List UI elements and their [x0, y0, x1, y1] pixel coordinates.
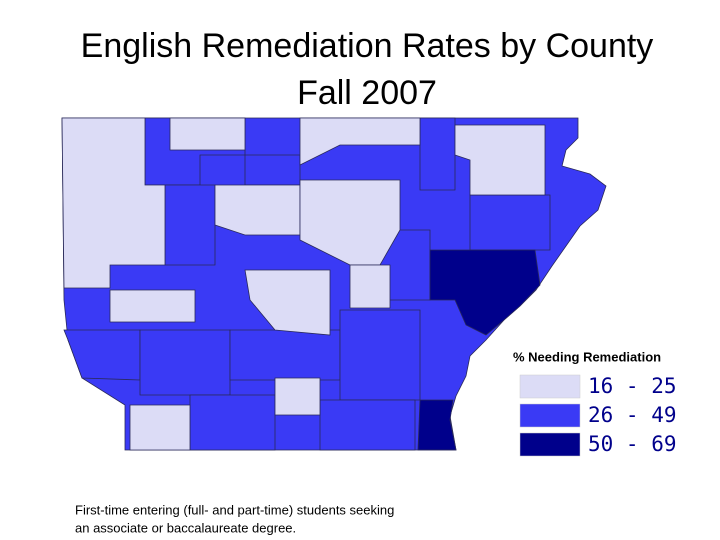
county: [244, 154, 301, 186]
county: [169, 117, 246, 151]
legend: 16 - 25 26 - 49 50 - 69: [519, 374, 677, 457]
legend-label: 50 - 69: [588, 432, 677, 456]
county: [299, 117, 421, 166]
county: [129, 404, 191, 451]
county: [63, 329, 141, 381]
county: [214, 184, 301, 236]
footnote-line: an associate or baccalaureate degree.: [75, 520, 296, 535]
county: [109, 289, 196, 323]
county: [417, 399, 457, 451]
title-line: Fall 2007: [297, 74, 437, 112]
county: [189, 394, 276, 451]
legend-label: 16 - 25: [588, 374, 677, 398]
footnote-line: First-time entering (full- and part-time…: [75, 502, 394, 517]
county: [319, 399, 416, 451]
map: [61, 117, 607, 451]
legend-swatch: [519, 374, 581, 399]
county: [229, 329, 341, 381]
county: [274, 377, 321, 416]
county: [244, 269, 331, 336]
county: [61, 117, 166, 289]
legend-label: 26 - 49: [588, 403, 677, 427]
county: [164, 184, 216, 266]
county: [454, 124, 546, 196]
legend-title: % Needing Remediation: [513, 349, 661, 364]
county: [429, 249, 541, 336]
legend-swatch: [519, 403, 581, 428]
county: [469, 194, 551, 251]
legend-swatch: [519, 432, 581, 457]
county: [339, 309, 421, 401]
county: [349, 264, 391, 309]
county: [419, 117, 456, 191]
title-line: English Remediation Rates by County: [81, 27, 654, 65]
county: [139, 329, 231, 396]
